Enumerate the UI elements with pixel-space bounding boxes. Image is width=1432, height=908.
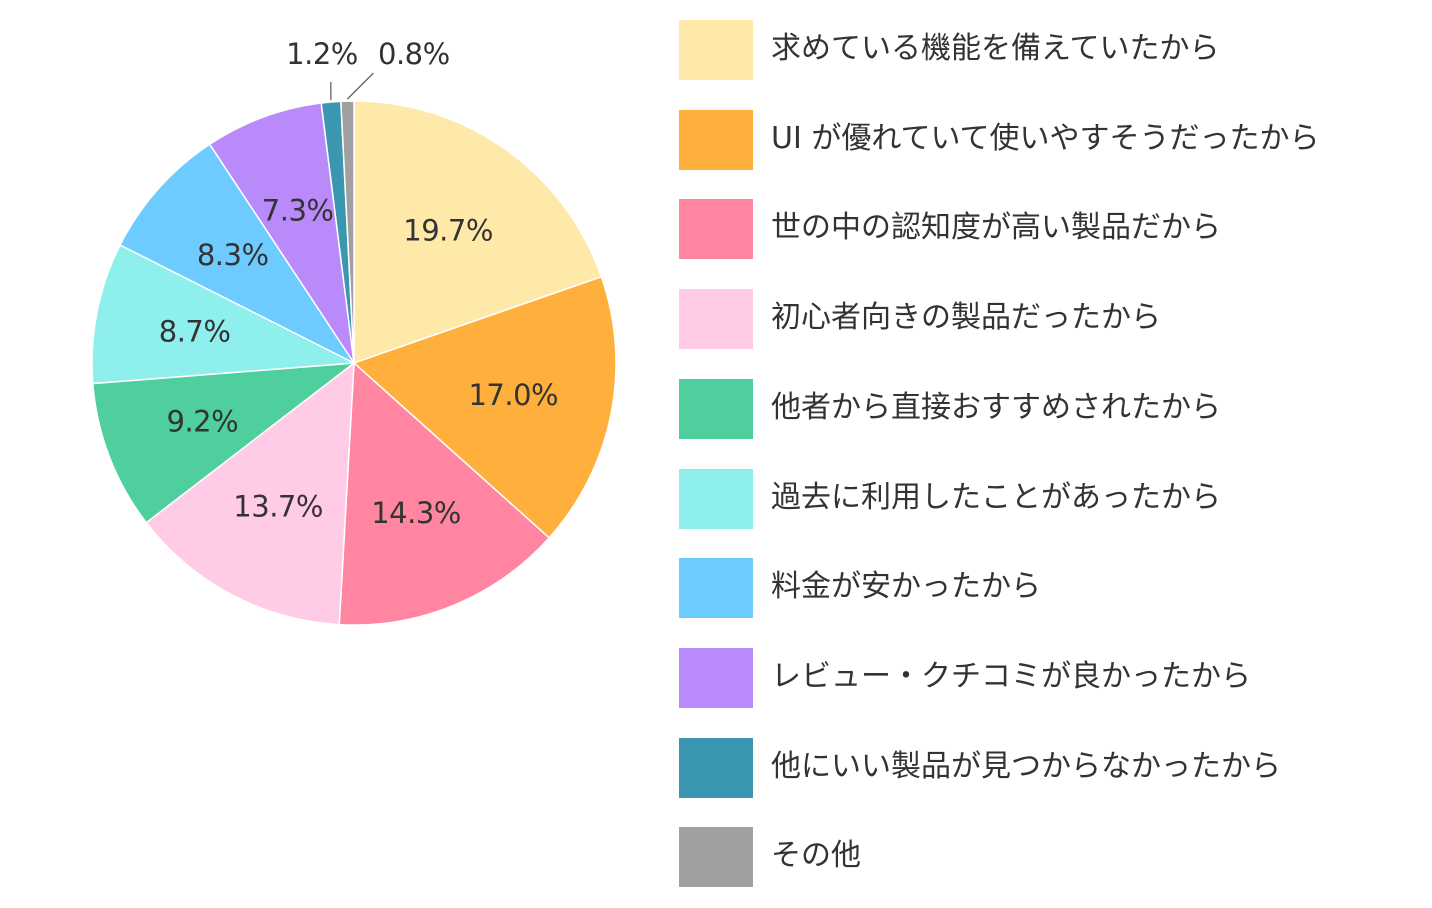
legend-swatch — [679, 109, 753, 170]
slice-label-5: 9.2% — [167, 404, 239, 438]
pie-slice-6 — [91, 243, 357, 385]
legend-label: 求めている機能を備えていたから — [771, 31, 1220, 66]
legend-label: 料金が安かったから — [771, 569, 1041, 605]
legend-swatch — [679, 647, 753, 708]
slice-label-8: 7.3% — [262, 194, 334, 228]
legend-swatch — [679, 468, 753, 529]
legend-swatch — [679, 199, 753, 260]
legend-swatch — [679, 827, 753, 888]
legend-swatch — [679, 378, 753, 439]
legend-swatch — [679, 737, 753, 798]
slice-label-4: 13.7% — [233, 490, 323, 524]
slice-label-2: 17.0% — [468, 378, 558, 412]
legend-item: 料金が安かったから — [679, 558, 1419, 619]
slice-label-3: 14.3% — [371, 496, 461, 530]
legend-item: その他 — [679, 827, 1419, 888]
legend-label: 他にいい製品が見つからなかったから — [771, 748, 1281, 784]
legend-label: 他者から直接おすすめされたから — [771, 389, 1221, 425]
legend-label: UI が優れていて使いやすそうだったから — [771, 120, 1320, 156]
slice-label-7: 8.3% — [197, 238, 269, 272]
legend-label: 世の中の認知度が高い製品だから — [771, 210, 1221, 246]
pie-slice-4 — [145, 361, 355, 626]
legend-item: レビュー・クチコミが良かったから — [679, 647, 1419, 708]
slice-label-10: 0.8% — [378, 37, 450, 71]
legend-item: 他にいい製品が見つからなかったから — [679, 737, 1419, 798]
legend-swatch — [679, 558, 753, 619]
slice-label-1: 19.7% — [403, 214, 493, 248]
legend-swatch — [679, 289, 753, 350]
leader-line-10 — [346, 72, 374, 100]
legend-item: UI が優れていて使いやすそうだったから — [679, 109, 1419, 170]
pie-slice-10 — [340, 100, 355, 364]
pie-slice-2 — [352, 275, 617, 539]
legend-item: 過去に利用したことがあったから — [679, 468, 1419, 529]
legend-item: 世の中の認知度が高い製品だから — [679, 199, 1419, 260]
pie-slice-7 — [119, 143, 357, 365]
pie-slice-5 — [91, 362, 357, 524]
pie-slice-1 — [353, 100, 603, 365]
legend-label: 初心者向きの製品だったから — [771, 300, 1161, 336]
slice-label-6: 8.7% — [159, 315, 231, 349]
legend-label: レビュー・クチコミが良かったから — [771, 658, 1251, 694]
legend-label: その他 — [771, 838, 861, 874]
legend-item: 求めている機能を備えていたから — [679, 20, 1419, 80]
legend-item: 他者から直接おすすめされたから — [679, 378, 1419, 439]
legend-swatch — [679, 20, 753, 80]
legend-item: 初心者向きの製品だったから — [679, 289, 1419, 350]
pie-slice-3 — [338, 361, 551, 626]
pie-chart: 19.7% 17.0% 14.3% 13.7% 9.2% 8.7% 8.3% 7.3% 1.2%… — [91, 37, 617, 626]
pie-slice-8 — [208, 102, 355, 364]
legend-label: 過去に利用したことがあったから — [771, 479, 1221, 515]
slice-label-9: 1.2% — [286, 37, 358, 71]
